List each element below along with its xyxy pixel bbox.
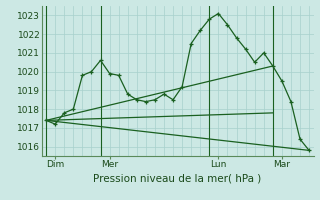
- X-axis label: Pression niveau de la mer( hPa ): Pression niveau de la mer( hPa ): [93, 173, 262, 183]
